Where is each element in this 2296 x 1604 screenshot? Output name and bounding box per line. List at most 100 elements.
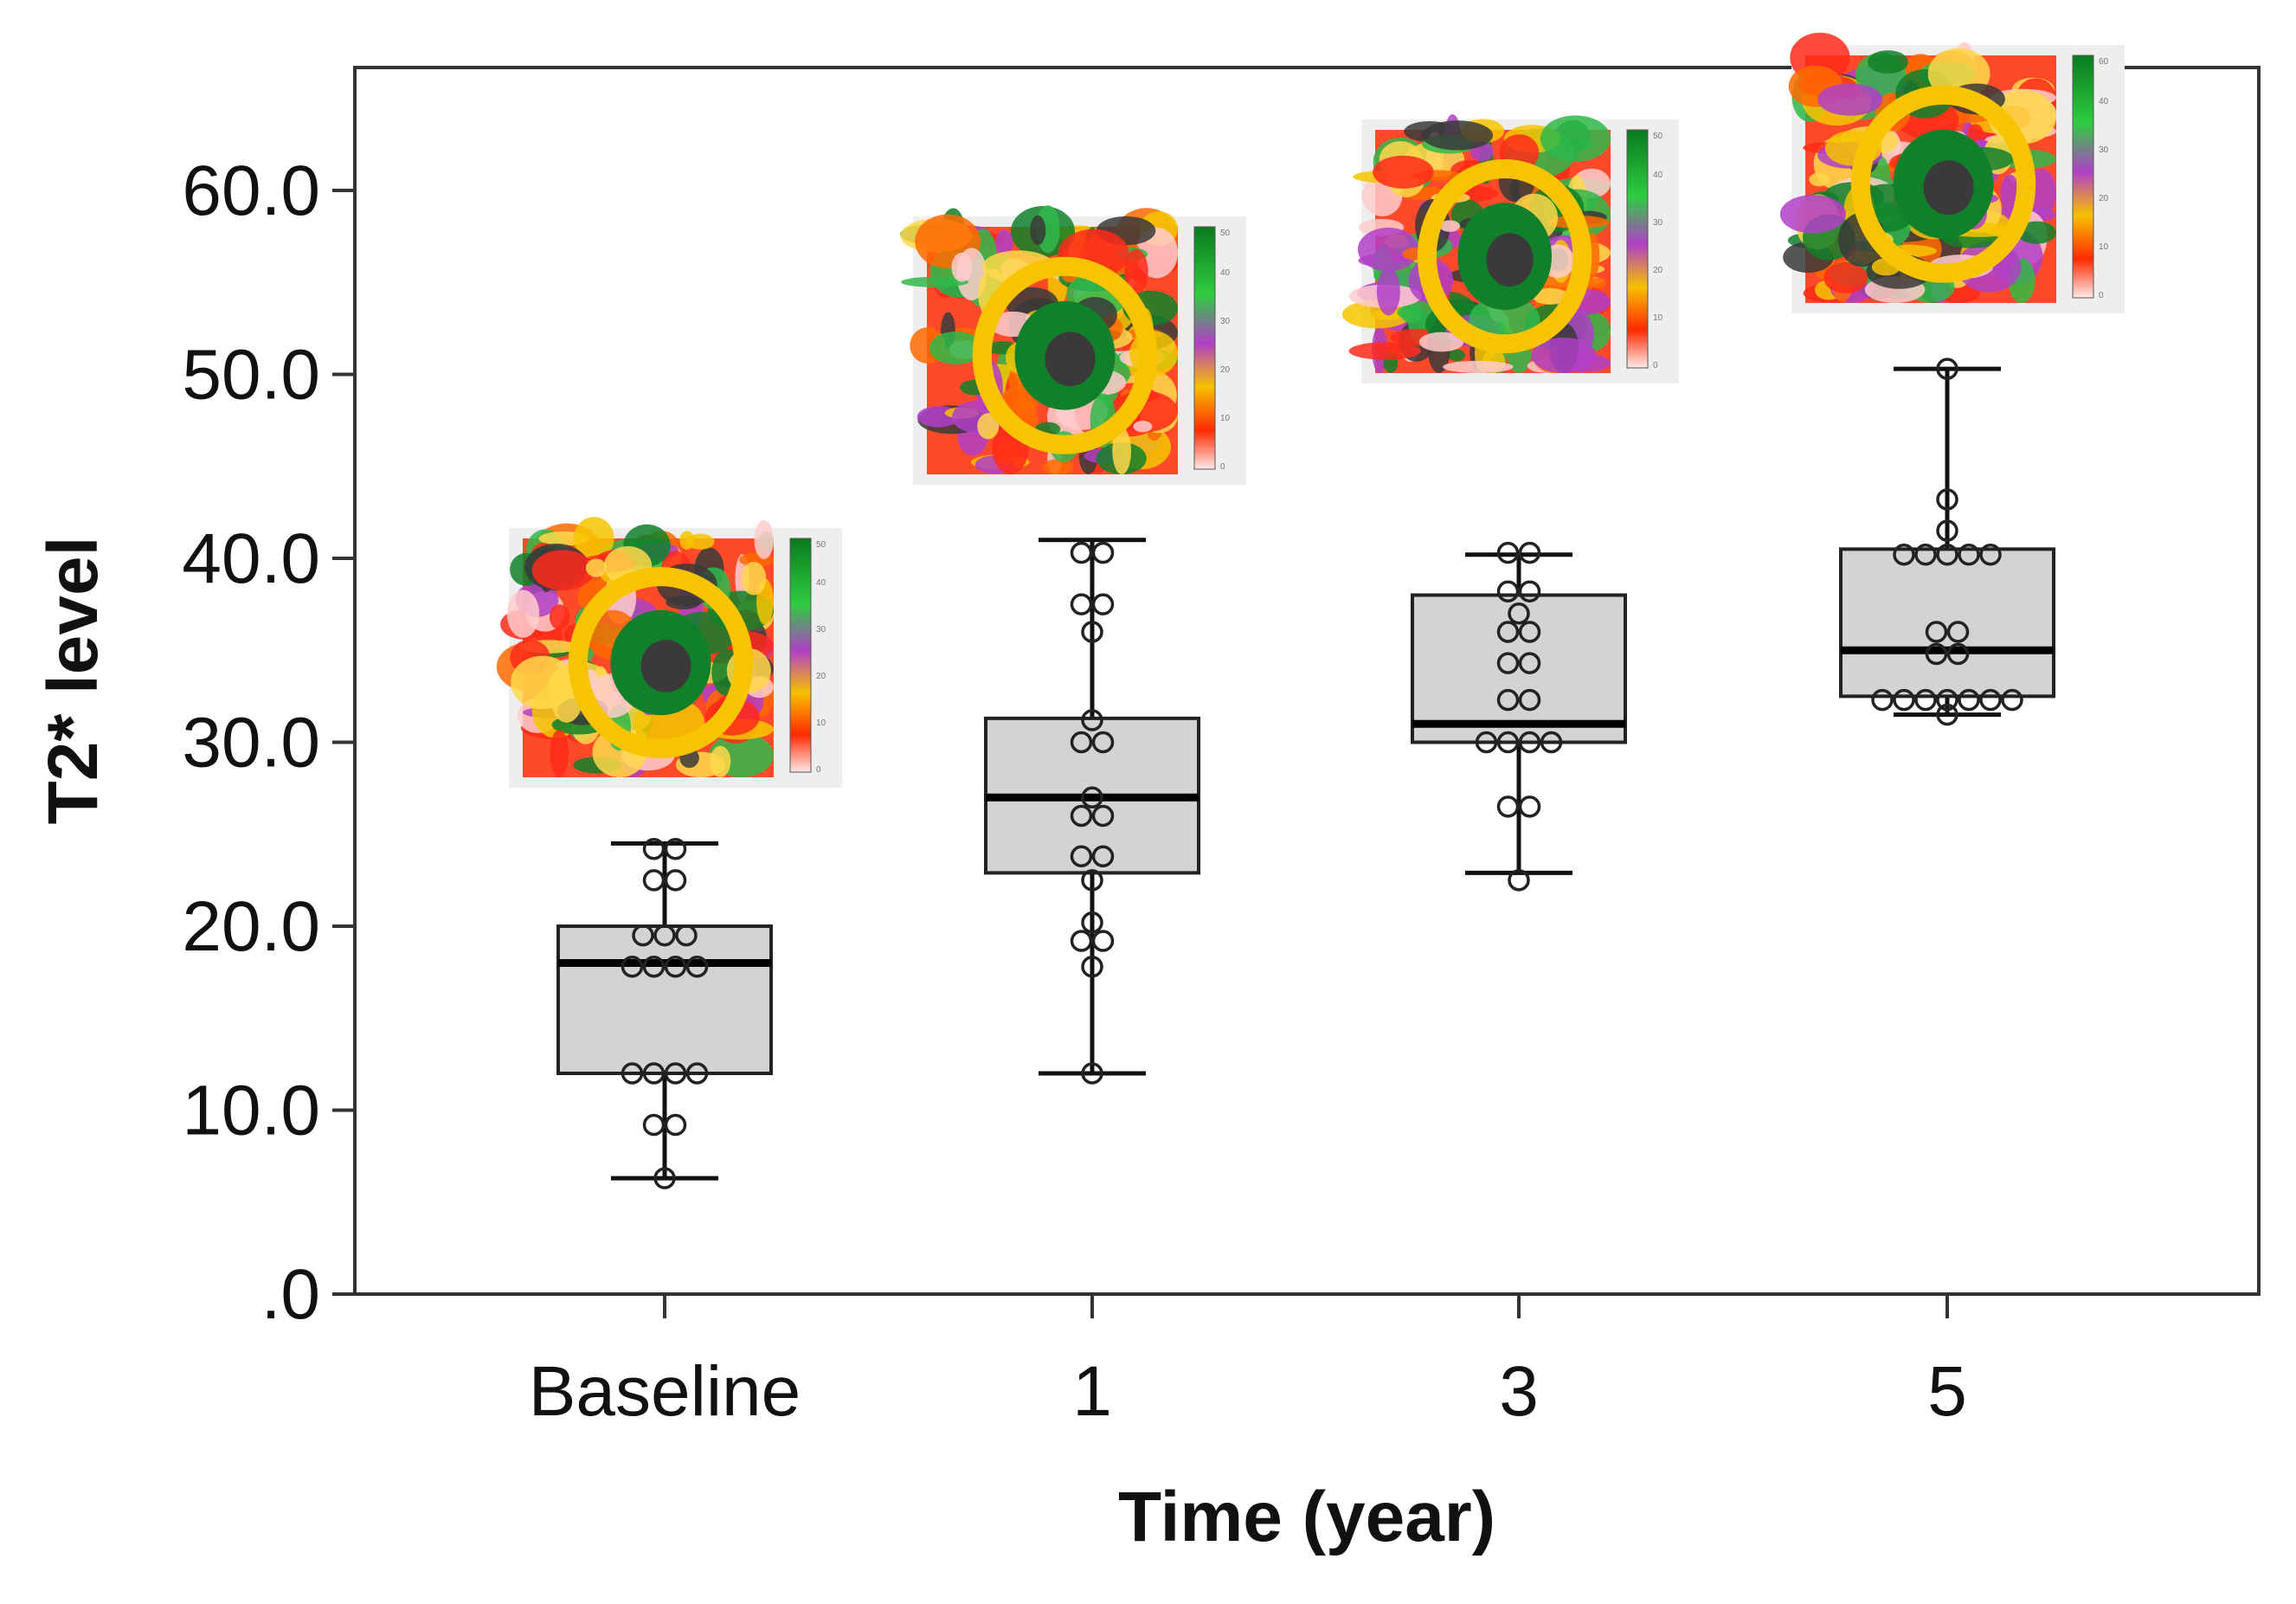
- y-axis: .0 10.0 20.0 30.0 40.0 50.0 60.0: [182, 151, 355, 1334]
- t2-map-colorbar-tick-1-3: 30: [1220, 317, 1231, 326]
- t2-map-texture: [549, 604, 570, 630]
- point-0: [664, 1113, 687, 1137]
- point-0: [664, 1062, 687, 1085]
- point-2: [1508, 869, 1530, 892]
- point-3: [1914, 544, 1937, 566]
- point-0: [664, 956, 687, 978]
- t2-map-texture: [573, 517, 614, 560]
- t2-map-3: 60 0 10 20 30 40: [1779, 32, 2125, 313]
- point-1: [1091, 930, 1115, 952]
- t2-map-texture: [1030, 215, 1046, 246]
- y-tick-label-1: 10.0: [182, 1072, 320, 1150]
- point-0: [642, 1113, 666, 1137]
- t2-map-texture: [550, 730, 569, 777]
- t2-map-blood-pool: [1486, 233, 1534, 287]
- t2-map-texture: [585, 558, 607, 577]
- point-1: [1091, 593, 1115, 615]
- point-1: [1091, 804, 1115, 828]
- t2-map-colorbar-max-0: 50: [816, 540, 826, 550]
- t2-map-myocardium: [972, 256, 1158, 454]
- t2-map-texture: [506, 589, 540, 638]
- y-tick-label-6: 60.0: [182, 151, 320, 230]
- point-2: [1496, 652, 1520, 674]
- point-2: [1518, 731, 1541, 754]
- t2-map-texture: [1589, 277, 1606, 288]
- t2-map-colorbar-tick-2-1: 10: [1653, 313, 1663, 323]
- point-2: [1518, 796, 1541, 818]
- t2-map-texture: [1348, 342, 1422, 360]
- box-3: [1839, 366, 2055, 718]
- point-1: [1091, 845, 1115, 867]
- t2-map-colorbar-tick-3-3: 30: [2099, 145, 2109, 155]
- point-3: [1871, 688, 1894, 712]
- point-2: [1496, 621, 1520, 643]
- t2-map-0: 50 0 10 20 30 40: [496, 517, 842, 788]
- t2-map-texture: [1439, 220, 1460, 232]
- t2-map-colorbar-max-1: 50: [1220, 229, 1231, 238]
- point-0: [653, 1167, 676, 1189]
- t2-map-texture: [1397, 306, 1423, 319]
- point-3: [1936, 703, 1958, 726]
- point-0: [621, 956, 644, 978]
- point-2: [1518, 688, 1541, 712]
- point-2: [1518, 621, 1541, 643]
- point-3: [1946, 642, 1970, 666]
- t2-map-texture: [977, 413, 1000, 440]
- t2-map-colorbar-tick-0-1: 10: [816, 718, 826, 728]
- t2-map-texture: [1540, 115, 1611, 163]
- t2-map-blood-pool: [640, 640, 691, 692]
- t2-map-colorbar-tick-3-2: 20: [2099, 194, 2109, 203]
- t2-map-texture: [1112, 428, 1132, 474]
- t2-map-colorbar-tick-0-0: 0: [816, 765, 821, 775]
- point-3: [1925, 621, 1948, 643]
- point-2: [1496, 580, 1520, 602]
- t2-map-texture: [1447, 349, 1466, 362]
- t2-map-colorbar-tick-1-4: 40: [1220, 268, 1231, 278]
- plot-area-frame: [353, 66, 2261, 1296]
- point-2: [1508, 602, 1530, 625]
- point-2: [1540, 731, 1563, 754]
- point-2: [1496, 731, 1520, 754]
- point-1: [1070, 930, 1093, 952]
- point-3: [1958, 688, 1980, 712]
- point-2: [1518, 580, 1541, 602]
- y-tick-label-3: 30.0: [182, 704, 320, 783]
- t2-map-texture: [1779, 195, 1846, 234]
- point-3: [1936, 519, 1958, 542]
- t2-map-colorbar-tick-1-2: 20: [1220, 365, 1231, 375]
- point-2: [1496, 541, 1520, 564]
- iqr-box-3: [1839, 547, 2055, 699]
- t2-map-texture: [1376, 267, 1400, 316]
- y-tick-label-2: 20.0: [182, 887, 320, 966]
- x-tick-label-3: 5: [1927, 1352, 1967, 1431]
- t2-map-colorbar-1: [1193, 226, 1216, 470]
- t2-map-colorbar-tick-2-2: 20: [1653, 266, 1663, 275]
- point-1: [1070, 845, 1093, 867]
- t2-map-colorbar-tick-0-4: 40: [816, 578, 826, 588]
- point-0: [642, 1062, 666, 1085]
- point-2: [1518, 541, 1541, 564]
- point-1: [1081, 1062, 1103, 1085]
- point-3: [1936, 488, 1958, 511]
- point-1: [1081, 912, 1103, 934]
- t2-map-colorbar-tick-2-0: 0: [1653, 361, 1658, 370]
- t2-map-texture: [1133, 421, 1153, 433]
- point-3: [1936, 544, 1958, 566]
- y-axis-title: T2* level: [34, 537, 113, 825]
- t2-map-blood-pool: [1045, 332, 1096, 387]
- point-0: [621, 1062, 644, 1085]
- point-1: [1070, 731, 1093, 754]
- t2-map-texture: [951, 252, 973, 282]
- point-2: [1496, 688, 1520, 712]
- point-1: [1070, 804, 1093, 828]
- t2-map-texture: [511, 655, 575, 710]
- point-1: [1081, 709, 1103, 731]
- t2-map-texture: [929, 331, 982, 365]
- t2-map-texture: [1823, 262, 1868, 294]
- point-1: [1070, 593, 1093, 615]
- point-0: [642, 869, 666, 892]
- t2-map-texture: [1418, 332, 1464, 352]
- point-0: [685, 1062, 709, 1085]
- t2-map-colorbar-tick-0-2: 20: [816, 672, 826, 681]
